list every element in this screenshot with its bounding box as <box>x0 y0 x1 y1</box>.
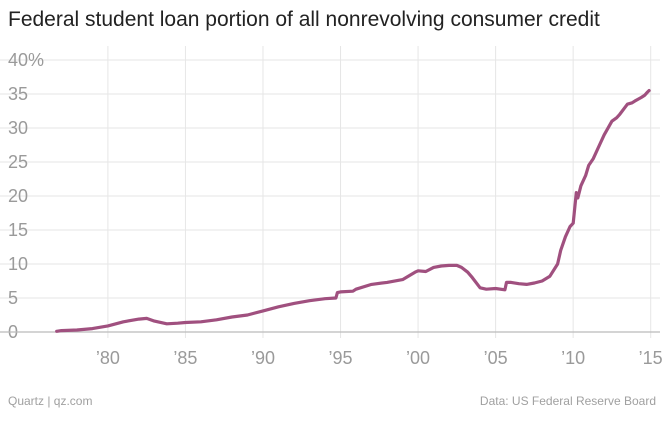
student-loan-share-line <box>55 89 651 333</box>
x-tick-label: ’95 <box>329 348 353 368</box>
chart-title: Federal student loan portion of all nonr… <box>8 8 600 31</box>
y-tick-label: 35 <box>8 84 28 104</box>
x-axis-tick-labels: ’80 ’85 ’90 ’95 ’00 ’05 ’10 ’15 <box>96 348 663 368</box>
y-tick-label: 15 <box>8 220 28 240</box>
y-tick-label: 20 <box>8 186 28 206</box>
y-tick-label: 5 <box>8 288 18 308</box>
x-tick-label: ’10 <box>561 348 585 368</box>
x-tick-label: ’15 <box>639 348 663 368</box>
footer-credit: Quartz | qz.com <box>8 394 93 408</box>
footer-source: Data: US Federal Reserve Board <box>479 394 656 408</box>
y-tick-label: 10 <box>8 254 28 274</box>
y-tick-label: 25 <box>8 152 28 172</box>
x-tick-label: ’90 <box>251 348 275 368</box>
x-tick-label: ’05 <box>484 348 508 368</box>
gridlines <box>0 46 660 338</box>
y-tick-label: 30 <box>8 118 28 138</box>
x-tick-label: ’00 <box>406 348 430 368</box>
x-tick-label: ’85 <box>173 348 197 368</box>
y-tick-label: 40% <box>8 50 44 70</box>
x-tick-label: ’80 <box>96 348 120 368</box>
